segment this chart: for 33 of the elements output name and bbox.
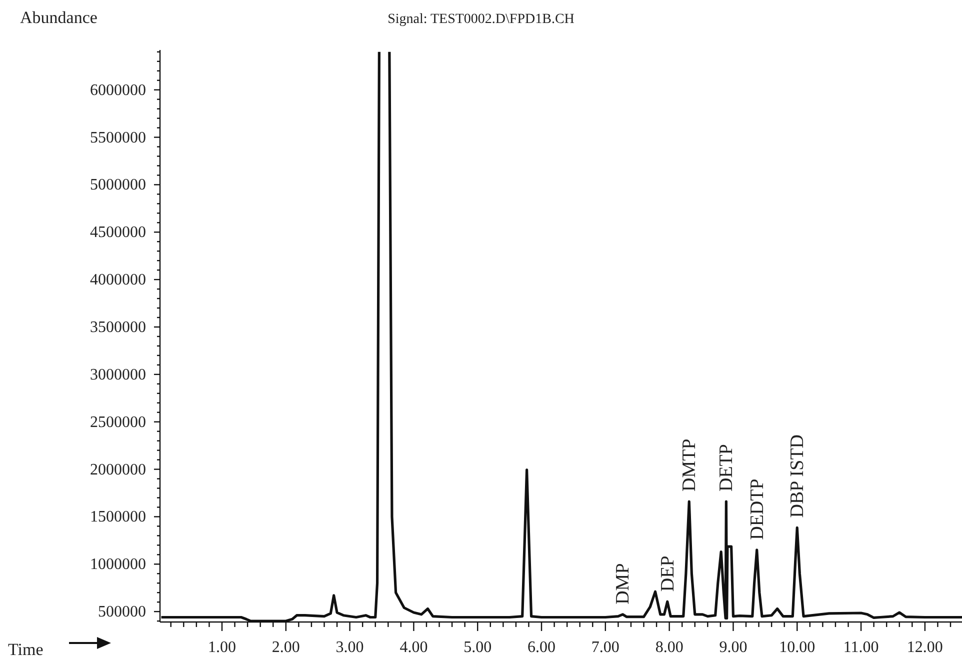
y-tick-label: 3000000: [90, 366, 146, 384]
x-tick-label: 4.00: [400, 639, 428, 656]
y-tick-label: 4000000: [90, 272, 146, 289]
y-tick-label: 1500000: [90, 508, 146, 526]
annotation: DMP: [612, 563, 634, 604]
x-axis-title: Time: [8, 640, 44, 660]
y-tick-label: 6000000: [90, 82, 146, 99]
x-tick-label: 10.00: [779, 639, 816, 656]
annotation: DEDTP: [746, 478, 768, 540]
x-tick-label: 8.00: [655, 639, 684, 656]
x-tick-label: 9.00: [719, 639, 748, 656]
x-tick-label: 7.00: [591, 639, 620, 656]
annotation: DETP: [716, 444, 738, 492]
y-tick-label: 500000: [98, 604, 146, 621]
x-tick-label: 2.00: [272, 639, 300, 656]
x-tick-label: 11.00: [843, 639, 879, 656]
y-tick-label: 1000000: [90, 556, 146, 574]
x-tick-label: 5.00: [464, 639, 492, 656]
y-axis-title: Abundance: [20, 8, 98, 28]
x-tick-label: 3.00: [336, 639, 364, 656]
y-tick-label: 2500000: [90, 414, 146, 431]
x-tick-label: 12.00: [906, 639, 943, 656]
y-tick-label: 4500000: [90, 224, 146, 242]
x-tick-label: 1.00: [208, 639, 236, 656]
y-tick-label: 5000000: [90, 176, 146, 194]
y-tick-label: 5500000: [90, 129, 146, 146]
chart-title: Signal: TEST0002.D\FPD1B.CH: [388, 12, 574, 27]
y-tick-label: 3500000: [90, 318, 146, 336]
x-tick-label: 6.00: [528, 639, 556, 656]
y-tick-label: 2000000: [90, 461, 146, 478]
annotation: DEP: [657, 556, 678, 592]
annotation: DMTP: [679, 438, 700, 492]
annotation: DBP ISTD: [787, 434, 808, 518]
